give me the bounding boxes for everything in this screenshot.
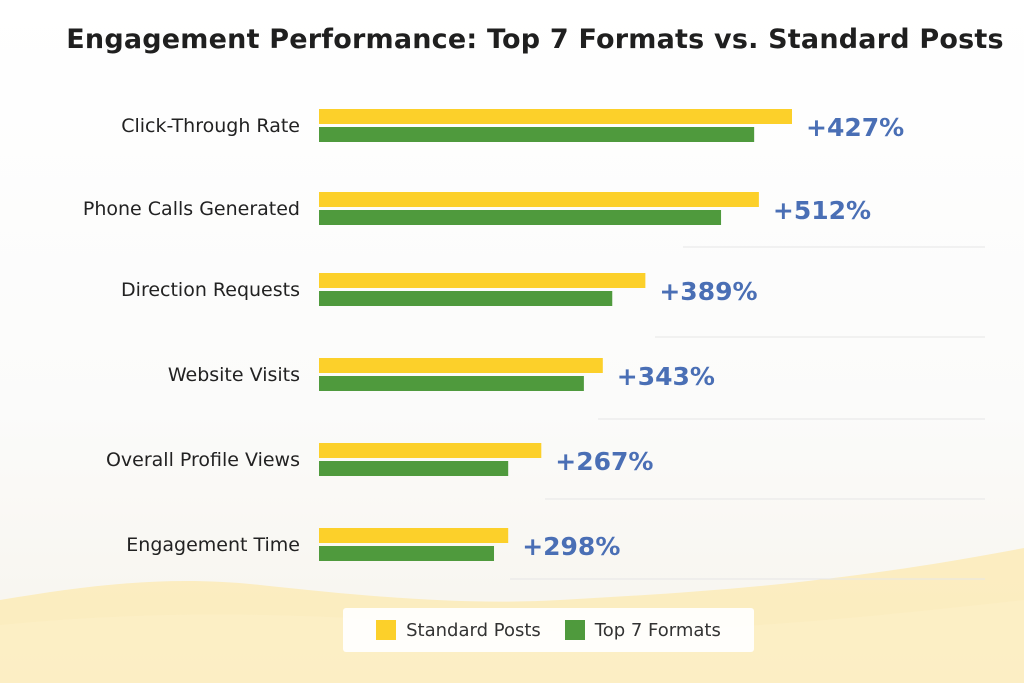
- category-label: Overall Profile Views: [106, 449, 300, 471]
- legend-swatch-top7: [564, 620, 585, 640]
- legend-label-standard: Standard Posts: [406, 619, 541, 641]
- data-label: +427%: [806, 113, 904, 142]
- bar-top-7-formats: [319, 291, 613, 306]
- data-label: +267%: [555, 447, 653, 476]
- bar-standard-posts: [319, 528, 509, 543]
- data-label: +298%: [522, 532, 620, 561]
- bar-standard-posts: [319, 192, 759, 207]
- data-label: +389%: [659, 277, 757, 306]
- bar-top-7-formats: [319, 546, 495, 561]
- legend-item-standard: Standard Posts: [376, 620, 541, 641]
- chart-title: Engagement Performance: Top 7 Formats vs…: [66, 24, 1004, 55]
- bar-top-7-formats: [319, 127, 755, 142]
- category-label: Click-Through Rate: [121, 115, 300, 137]
- category-label: Phone Calls Generated: [83, 198, 300, 220]
- legend-item-top7: Top 7 Formats: [564, 619, 721, 641]
- legend-label-top7: Top 7 Formats: [594, 619, 721, 641]
- bar-standard-posts: [319, 109, 792, 124]
- data-label: +512%: [773, 196, 871, 225]
- legend: Standard Posts Top 7 Formats: [343, 608, 754, 652]
- legend-swatch-standard: [376, 620, 397, 640]
- data-label: +343%: [617, 362, 715, 391]
- category-label: Direction Requests: [121, 279, 300, 301]
- category-label: Website Visits: [168, 364, 300, 386]
- bar-standard-posts: [319, 443, 542, 458]
- bar-top-7-formats: [319, 210, 722, 225]
- bar-standard-posts: [319, 358, 603, 373]
- category-label: Engagement Time: [126, 534, 300, 556]
- bar-top-7-formats: [319, 376, 584, 391]
- bar-top-7-formats: [319, 461, 509, 476]
- bar-standard-posts: [319, 273, 646, 288]
